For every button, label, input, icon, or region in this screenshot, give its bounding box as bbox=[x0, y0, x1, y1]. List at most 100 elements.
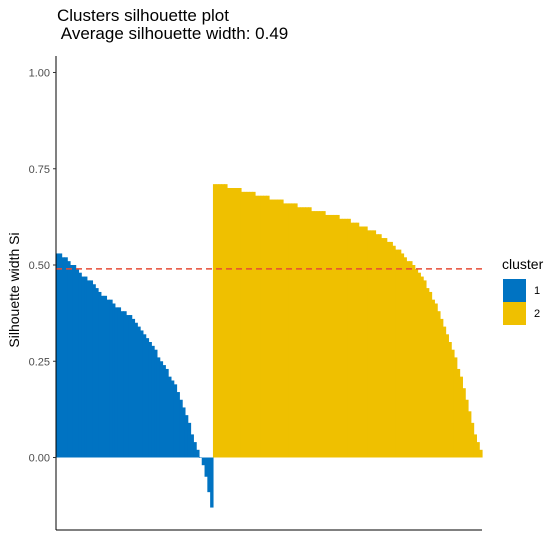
bar-cluster1-32 bbox=[145, 338, 150, 458]
bar-cluster2-13 bbox=[249, 191, 253, 458]
bar-cluster2-16 bbox=[257, 195, 262, 458]
bar-cluster1-29 bbox=[137, 326, 141, 458]
bar-cluster2-59 bbox=[378, 234, 382, 458]
bar-cluster2-92 bbox=[470, 422, 475, 458]
bar-cluster2-89 bbox=[462, 388, 466, 458]
legend-label-2: 2 bbox=[534, 308, 540, 320]
bar-cluster2-50 bbox=[353, 222, 357, 458]
bar-cluster2-54 bbox=[364, 226, 368, 458]
y-tick-label-0: 0.00 bbox=[29, 453, 50, 465]
y-ticks-group: 0.00 0.25 0.50 0.75 1.00 bbox=[29, 68, 56, 465]
bar-cluster1-31 bbox=[142, 334, 147, 458]
bar-cluster1-23 bbox=[120, 311, 124, 458]
bar-cluster2-65 bbox=[395, 249, 399, 458]
bar-cluster1-5 bbox=[70, 265, 74, 458]
bar-cluster2-48 bbox=[347, 218, 351, 458]
bar-cluster1-51 bbox=[198, 457, 203, 458]
bar-cluster1-25 bbox=[126, 315, 130, 458]
bar-cluster1-43 bbox=[176, 392, 180, 458]
bar-cluster2-79 bbox=[434, 303, 438, 458]
bar-cluster2-56 bbox=[369, 230, 374, 458]
bar-cluster2-1 bbox=[215, 184, 220, 458]
legend-swatch-1 bbox=[503, 279, 526, 302]
bar-cluster1-49 bbox=[193, 442, 197, 458]
bar-cluster2-93 bbox=[473, 434, 477, 458]
y-tick-label-2: 0.50 bbox=[29, 260, 50, 272]
bar-cluster1-14 bbox=[95, 288, 99, 458]
bar-cluster1-42 bbox=[173, 384, 178, 458]
bar-cluster2-8 bbox=[235, 188, 239, 458]
bar-cluster2-23 bbox=[277, 199, 281, 458]
bar-cluster2-88 bbox=[459, 376, 463, 458]
bar-cluster2-31 bbox=[299, 207, 304, 458]
bar-cluster2-45 bbox=[339, 218, 343, 458]
y-axis-title: Silhouette width Si bbox=[6, 232, 22, 347]
bar-cluster2-47 bbox=[344, 218, 349, 458]
bar-cluster2-80 bbox=[437, 311, 441, 458]
bar-cluster2-20 bbox=[269, 199, 273, 458]
bar-cluster1-13 bbox=[92, 284, 96, 458]
bar-cluster1-16 bbox=[100, 295, 105, 458]
bar-cluster1-4 bbox=[67, 261, 71, 458]
bar-cluster1-26 bbox=[128, 315, 133, 458]
bar-cluster1-21 bbox=[114, 307, 119, 458]
bar-cluster2-51 bbox=[355, 222, 360, 458]
bar-cluster1-37 bbox=[159, 361, 164, 458]
bar-cluster1-12 bbox=[89, 280, 94, 458]
bars-group bbox=[56, 184, 483, 508]
bar-cluster1-33 bbox=[148, 342, 152, 458]
bar-cluster2-82 bbox=[442, 326, 447, 458]
bar-cluster2-67 bbox=[400, 253, 405, 458]
bar-cluster1-53 bbox=[204, 457, 208, 477]
bar-cluster2-46 bbox=[341, 218, 346, 458]
bar-cluster2-25 bbox=[283, 203, 287, 458]
bar-cluster2-28 bbox=[291, 203, 295, 458]
bar-cluster2-76 bbox=[425, 288, 430, 458]
chart-title-line2: Average silhouette width: 0.49 bbox=[57, 24, 288, 43]
bar-cluster2-44 bbox=[336, 214, 340, 458]
legend-items: 12 bbox=[503, 279, 540, 325]
bar-cluster1-28 bbox=[134, 322, 138, 458]
bar-cluster2-22 bbox=[274, 199, 279, 458]
bar-cluster2-81 bbox=[439, 318, 444, 458]
bar-cluster2-34 bbox=[308, 207, 312, 458]
bar-cluster2-30 bbox=[297, 207, 301, 458]
y-tick-label-3: 0.75 bbox=[29, 164, 50, 176]
bar-cluster1-55 bbox=[210, 457, 214, 508]
bar-cluster2-3 bbox=[221, 184, 225, 458]
bar-cluster2-7 bbox=[232, 188, 236, 458]
bar-cluster2-77 bbox=[428, 291, 433, 458]
bar-cluster1-40 bbox=[168, 376, 172, 458]
bar-cluster2-64 bbox=[392, 245, 396, 458]
bar-cluster1-38 bbox=[162, 365, 166, 458]
bar-cluster1-52 bbox=[201, 457, 206, 466]
bar-cluster2-83 bbox=[445, 334, 449, 458]
bar-cluster1-34 bbox=[151, 345, 155, 458]
bar-cluster2-86 bbox=[453, 357, 458, 458]
bar-cluster2-94 bbox=[476, 442, 480, 458]
legend-title: cluster bbox=[502, 256, 544, 272]
bar-cluster2-70 bbox=[409, 261, 413, 458]
bar-cluster1-18 bbox=[106, 299, 110, 458]
bar-cluster2-9 bbox=[238, 188, 242, 458]
bar-cluster2-33 bbox=[305, 207, 309, 458]
bar-cluster1-2 bbox=[61, 257, 66, 458]
bar-cluster2-62 bbox=[386, 241, 391, 458]
bar-cluster2-18 bbox=[263, 195, 267, 458]
bar-cluster1-39 bbox=[165, 368, 169, 458]
bar-cluster2-10 bbox=[240, 191, 245, 458]
bar-cluster1-0 bbox=[56, 253, 60, 458]
bar-cluster2-0 bbox=[212, 184, 217, 458]
bar-cluster2-39 bbox=[322, 211, 326, 458]
bar-cluster1-3 bbox=[64, 257, 68, 458]
bar-cluster1-7 bbox=[75, 268, 80, 458]
bar-cluster1-8 bbox=[78, 272, 82, 458]
bar-cluster2-37 bbox=[316, 211, 321, 458]
bar-cluster2-40 bbox=[325, 214, 329, 458]
bar-cluster2-42 bbox=[330, 214, 335, 458]
bar-cluster2-49 bbox=[350, 222, 354, 458]
bar-cluster2-11 bbox=[243, 191, 248, 458]
bar-cluster1-22 bbox=[117, 307, 122, 458]
bar-cluster1-6 bbox=[72, 265, 77, 458]
bar-cluster2-26 bbox=[285, 203, 290, 458]
